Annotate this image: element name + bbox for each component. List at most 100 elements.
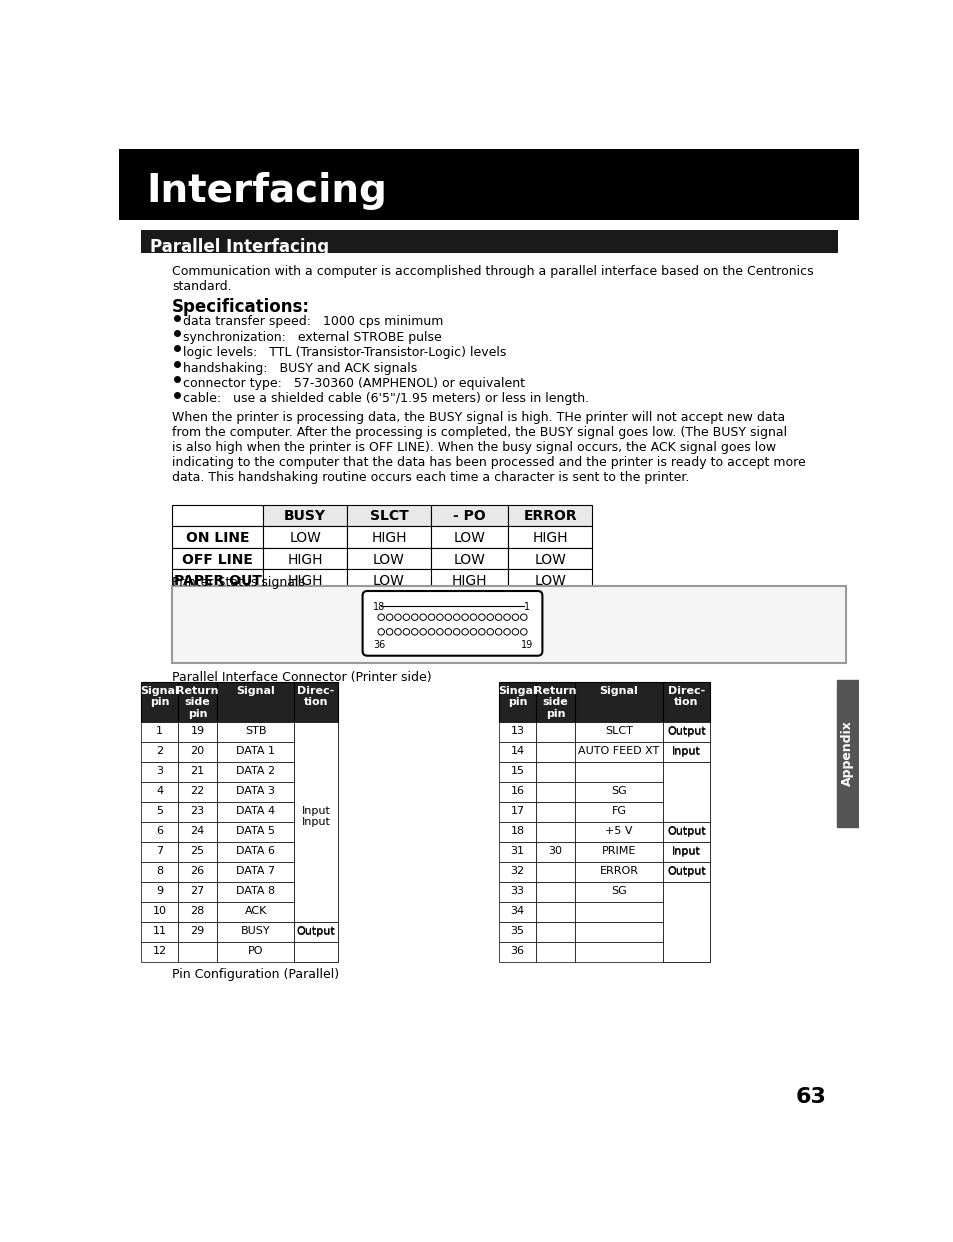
Text: 36: 36 xyxy=(373,641,385,651)
Text: 19: 19 xyxy=(191,725,204,735)
Text: LOW: LOW xyxy=(289,532,321,545)
Bar xyxy=(431,570,508,591)
Circle shape xyxy=(386,614,393,621)
Text: 9: 9 xyxy=(156,886,163,895)
Text: When the printer is processing data, the BUSY signal is high. THe printer will n: When the printer is processing data, the… xyxy=(172,411,805,484)
Bar xyxy=(141,842,178,862)
Bar xyxy=(662,722,709,741)
Bar xyxy=(216,802,294,822)
Text: +5 V: +5 V xyxy=(605,826,632,836)
Bar xyxy=(575,761,662,782)
Bar xyxy=(216,902,294,922)
Text: DATA 3: DATA 3 xyxy=(236,786,274,796)
Text: Singal
pin: Singal pin xyxy=(497,686,537,708)
Circle shape xyxy=(495,614,501,621)
Bar xyxy=(172,548,263,570)
Text: - PO: - PO xyxy=(453,509,485,523)
Text: 14: 14 xyxy=(510,745,524,756)
Circle shape xyxy=(495,628,501,635)
Text: 19: 19 xyxy=(520,641,533,651)
Bar xyxy=(294,802,337,822)
Circle shape xyxy=(503,614,510,621)
Bar xyxy=(347,504,431,527)
Text: synchronization:   external STROBE pulse: synchronization: external STROBE pulse xyxy=(183,330,441,344)
Bar xyxy=(294,761,337,782)
Text: Parallel Interfacing: Parallel Interfacing xyxy=(150,237,329,256)
Text: 18: 18 xyxy=(510,826,524,836)
Bar xyxy=(178,741,216,761)
Bar xyxy=(662,943,709,963)
Bar xyxy=(498,802,536,822)
Circle shape xyxy=(395,628,401,635)
Bar xyxy=(294,902,337,922)
Bar xyxy=(662,682,709,722)
Circle shape xyxy=(478,628,485,635)
Bar xyxy=(836,681,858,827)
Text: HIGH: HIGH xyxy=(452,574,487,587)
Circle shape xyxy=(453,628,459,635)
Text: SLCT: SLCT xyxy=(604,725,633,735)
Bar xyxy=(263,504,347,527)
Text: LOW: LOW xyxy=(373,553,404,566)
Bar xyxy=(498,822,536,842)
Bar xyxy=(431,504,508,527)
Text: DATA 2: DATA 2 xyxy=(235,766,274,776)
Bar xyxy=(263,527,347,548)
Bar xyxy=(216,782,294,802)
Text: 27: 27 xyxy=(191,886,205,895)
Circle shape xyxy=(411,628,417,635)
Text: 31: 31 xyxy=(510,846,524,856)
Text: ERROR: ERROR xyxy=(523,509,577,523)
Text: Parallel Interface Connector (Printer side): Parallel Interface Connector (Printer si… xyxy=(172,671,431,684)
Text: 6: 6 xyxy=(156,826,163,836)
Text: DATA 1: DATA 1 xyxy=(236,745,274,756)
Bar xyxy=(178,761,216,782)
Bar xyxy=(172,504,263,527)
Bar xyxy=(216,882,294,902)
Text: 11: 11 xyxy=(152,927,167,936)
Bar xyxy=(536,822,575,842)
Text: Output: Output xyxy=(666,725,705,735)
Circle shape xyxy=(377,628,384,635)
Bar xyxy=(662,761,709,782)
Text: 10: 10 xyxy=(152,905,167,915)
Text: connector type:   57-30360 (AMPHENOL) or equivalent: connector type: 57-30360 (AMPHENOL) or e… xyxy=(183,378,524,390)
Text: Input: Input xyxy=(672,847,700,857)
Text: 8: 8 xyxy=(156,866,163,876)
Text: Output: Output xyxy=(296,927,335,938)
Bar xyxy=(662,862,709,882)
Text: 16: 16 xyxy=(510,786,524,796)
Text: OFF LINE: OFF LINE xyxy=(182,553,253,566)
Text: 18: 18 xyxy=(373,602,385,612)
Circle shape xyxy=(520,614,526,621)
Bar xyxy=(216,922,294,943)
Bar xyxy=(347,570,431,591)
Circle shape xyxy=(486,628,493,635)
Bar xyxy=(294,842,337,862)
Bar xyxy=(498,842,536,862)
Bar xyxy=(662,741,709,761)
Bar xyxy=(575,882,662,902)
Text: DATA 5: DATA 5 xyxy=(236,826,274,836)
Bar xyxy=(141,922,178,943)
Text: 34: 34 xyxy=(510,905,524,915)
Circle shape xyxy=(486,614,493,621)
Text: Output: Output xyxy=(666,867,705,877)
Text: Printer Status signals: Printer Status signals xyxy=(172,575,305,589)
Bar xyxy=(662,741,709,761)
Bar xyxy=(508,504,592,527)
Text: data transfer speed:   1000 cps minimum: data transfer speed: 1000 cps minimum xyxy=(183,315,443,328)
Bar xyxy=(119,149,858,220)
Text: 63: 63 xyxy=(795,1087,826,1107)
Bar xyxy=(498,882,536,902)
Bar xyxy=(508,570,592,591)
Circle shape xyxy=(453,614,459,621)
Bar xyxy=(178,822,216,842)
Text: 17: 17 xyxy=(510,806,524,816)
Text: Direc-
tion: Direc- tion xyxy=(667,686,704,708)
Bar xyxy=(294,862,337,882)
Text: 3: 3 xyxy=(156,766,163,776)
Bar xyxy=(575,862,662,882)
Text: 20: 20 xyxy=(191,745,204,756)
Text: Input: Input xyxy=(672,846,700,856)
